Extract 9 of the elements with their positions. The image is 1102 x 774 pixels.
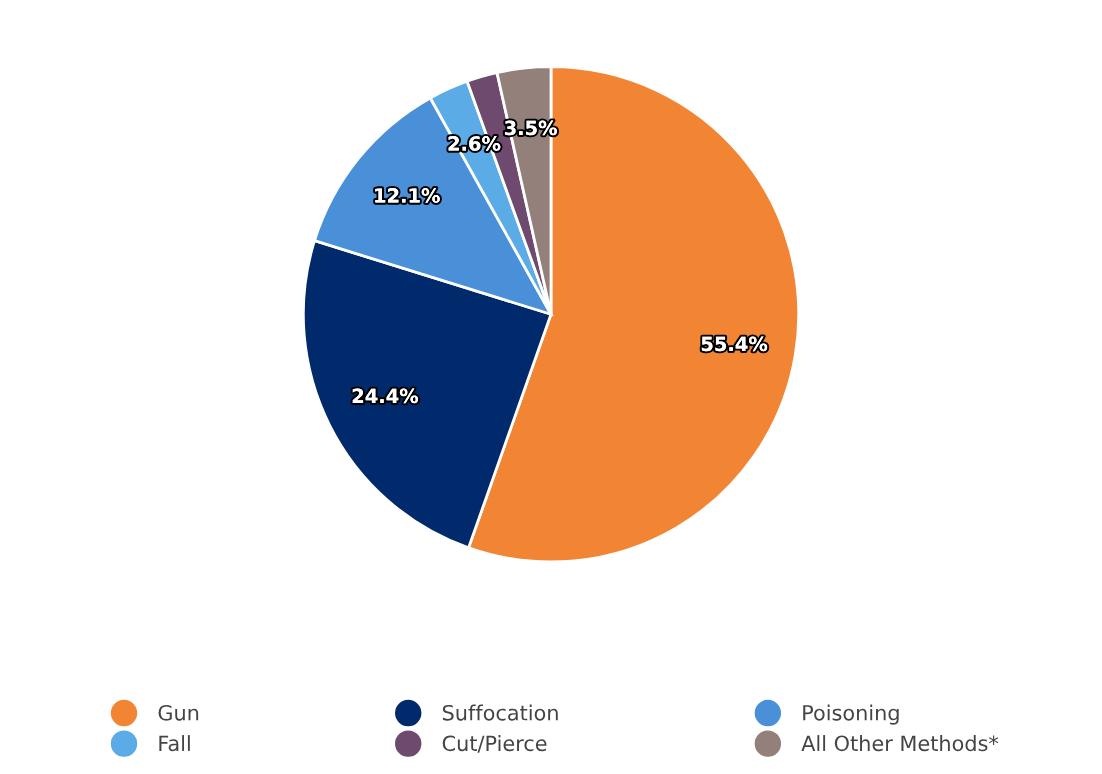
data-label: 12.1% — [375, 188, 440, 203]
legend-label: Poisoning — [803, 704, 899, 725]
legend-label: All Other Methods* — [801, 735, 999, 752]
legend-label: Suffocation — [442, 704, 558, 721]
legend-label: Cut/Pierce — [442, 735, 547, 753]
data-label: 24.4% — [352, 388, 419, 404]
legend-label: Gun — [158, 704, 199, 721]
legend-label: Fall — [159, 735, 190, 752]
data-label: 55.4% — [701, 336, 768, 352]
